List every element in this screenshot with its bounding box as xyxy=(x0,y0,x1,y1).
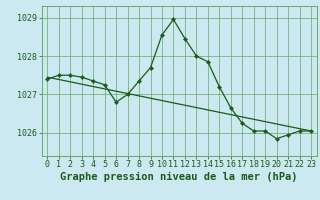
X-axis label: Graphe pression niveau de la mer (hPa): Graphe pression niveau de la mer (hPa) xyxy=(60,172,298,182)
